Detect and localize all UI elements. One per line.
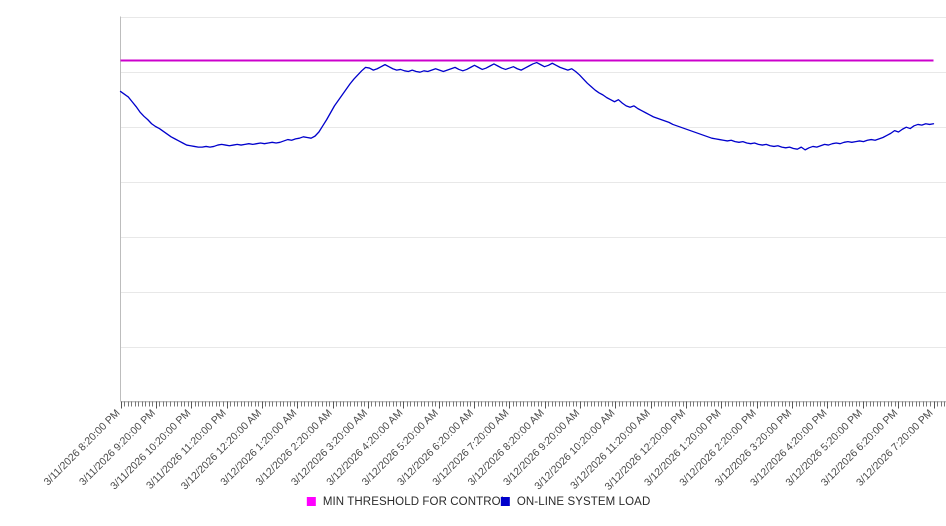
legend-swatch xyxy=(306,497,316,506)
legend-swatch xyxy=(500,497,510,506)
load-line xyxy=(119,61,935,151)
legend-label: MIN THRESHOLD FOR CONTROL xyxy=(323,496,508,508)
chart-legend: MIN THRESHOLD FOR CONTROL ON-LINE SYSTEM … xyxy=(306,496,651,508)
grid-lines xyxy=(120,17,946,403)
series-on-line-system-load xyxy=(119,61,935,151)
axis-lines xyxy=(120,16,946,402)
x-axis-ticks xyxy=(121,401,945,409)
legend-label: ON-LINE SYSTEM LOAD xyxy=(517,496,651,508)
x-axis-tick-labels: 3/11/2026 8:20:00 PM3/11/2026 9:20:00 PM… xyxy=(42,407,936,493)
